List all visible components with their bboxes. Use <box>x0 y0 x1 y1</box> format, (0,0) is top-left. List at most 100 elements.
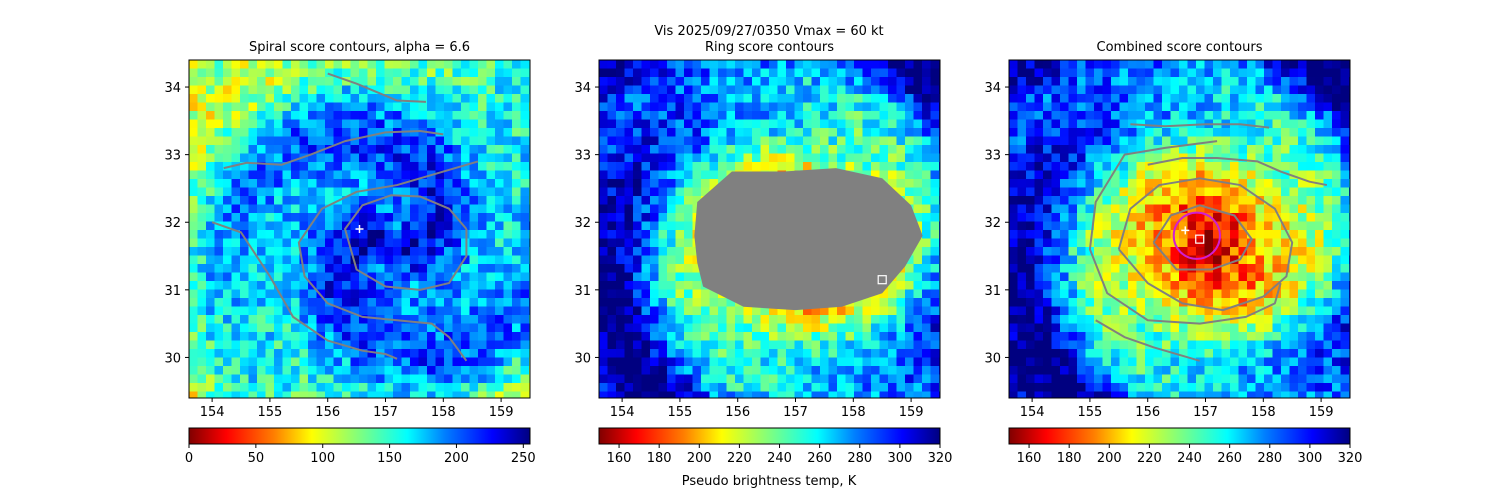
image-pixel <box>265 119 275 129</box>
image-pixel <box>282 366 292 375</box>
image-pixel <box>359 357 368 367</box>
image-pixel <box>1102 340 1112 350</box>
image-pixel <box>777 366 787 375</box>
image-pixel <box>376 204 385 214</box>
image-pixel <box>308 111 317 120</box>
image-pixel <box>1017 153 1027 163</box>
image-pixel <box>1068 213 1078 222</box>
image-pixel <box>760 383 770 392</box>
image-pixel <box>871 170 880 180</box>
image-pixel <box>350 272 360 282</box>
image-pixel <box>325 315 334 324</box>
image-pixel <box>607 196 617 205</box>
image-pixel <box>444 281 453 290</box>
image-pixel <box>1094 332 1103 341</box>
image-pixel <box>1085 213 1095 222</box>
image-pixel <box>1077 238 1086 248</box>
image-pixel <box>684 128 693 137</box>
image-pixel <box>1077 179 1086 188</box>
image-pixel <box>930 196 940 205</box>
image-pixel <box>650 238 659 248</box>
image-pixel <box>1145 357 1154 367</box>
image-pixel <box>1068 230 1078 239</box>
image-pixel <box>1315 349 1324 358</box>
image-pixel <box>1068 272 1078 282</box>
image-pixel <box>777 374 787 384</box>
image-pixel <box>299 255 309 265</box>
image-pixel <box>1017 187 1027 197</box>
image-pixel <box>684 204 693 214</box>
image-pixel <box>333 306 343 316</box>
image-pixel <box>718 306 727 316</box>
image-pixel <box>760 68 770 78</box>
image-pixel <box>1230 383 1239 392</box>
image-pixel <box>1094 136 1103 146</box>
image-pixel <box>1102 196 1112 205</box>
image-pixel <box>1145 230 1154 239</box>
image-pixel <box>641 94 651 103</box>
image-pixel <box>333 221 343 231</box>
image-pixel <box>650 111 659 120</box>
image-pixel <box>291 136 300 146</box>
image-pixel <box>1298 111 1307 120</box>
image-pixel <box>1026 102 1035 112</box>
image-pixel <box>1162 68 1171 78</box>
image-pixel <box>1043 153 1052 163</box>
image-pixel <box>214 289 224 299</box>
image-pixel <box>1323 145 1333 154</box>
image-pixel <box>1179 102 1188 112</box>
image-pixel <box>1179 357 1188 367</box>
x-tick-label: 158 <box>431 405 456 420</box>
image-pixel <box>1238 340 1248 350</box>
image-pixel <box>641 85 651 95</box>
image-pixel <box>1255 68 1265 78</box>
image-pixel <box>1026 136 1035 146</box>
image-pixel <box>1136 306 1146 316</box>
image-pixel <box>418 349 428 358</box>
image-pixel <box>1264 238 1273 248</box>
image-pixel <box>1204 374 1214 384</box>
image-pixel <box>376 162 385 171</box>
image-pixel <box>189 60 198 69</box>
image-pixel <box>257 298 266 307</box>
image-pixel <box>520 187 530 197</box>
image-pixel <box>299 366 309 375</box>
image-pixel <box>401 247 411 256</box>
image-pixel <box>452 247 462 256</box>
image-pixel <box>1213 102 1222 112</box>
image-pixel <box>257 60 266 69</box>
image-pixel <box>231 289 241 299</box>
image-pixel <box>308 196 317 205</box>
image-pixel <box>1213 357 1222 367</box>
image-pixel <box>675 366 685 375</box>
image-pixel <box>469 170 479 180</box>
image-pixel <box>1136 128 1146 137</box>
image-pixel <box>1340 298 1350 307</box>
image-pixel <box>1298 119 1307 129</box>
image-pixel <box>1111 128 1120 137</box>
image-pixel <box>359 349 368 358</box>
image-pixel <box>1255 119 1265 129</box>
image-pixel <box>223 204 232 214</box>
image-pixel <box>367 102 377 112</box>
image-pixel <box>641 306 651 316</box>
image-pixel <box>1060 145 1069 154</box>
image-pixel <box>189 238 198 248</box>
image-pixel <box>922 111 931 120</box>
image-pixel <box>1034 170 1044 180</box>
image-pixel <box>520 204 530 214</box>
image-pixel <box>376 153 385 163</box>
image-pixel <box>1077 374 1086 384</box>
image-pixel <box>461 306 470 316</box>
image-pixel <box>478 119 487 129</box>
image-pixel <box>1230 213 1239 222</box>
image-pixel <box>650 102 659 112</box>
image-pixel <box>248 221 258 231</box>
image-pixel <box>1179 332 1188 341</box>
image-pixel <box>240 60 249 69</box>
image-pixel <box>803 102 812 112</box>
image-pixel <box>495 272 504 282</box>
image-pixel <box>701 102 710 112</box>
image-pixel <box>1043 298 1052 307</box>
image-pixel <box>1060 119 1069 129</box>
